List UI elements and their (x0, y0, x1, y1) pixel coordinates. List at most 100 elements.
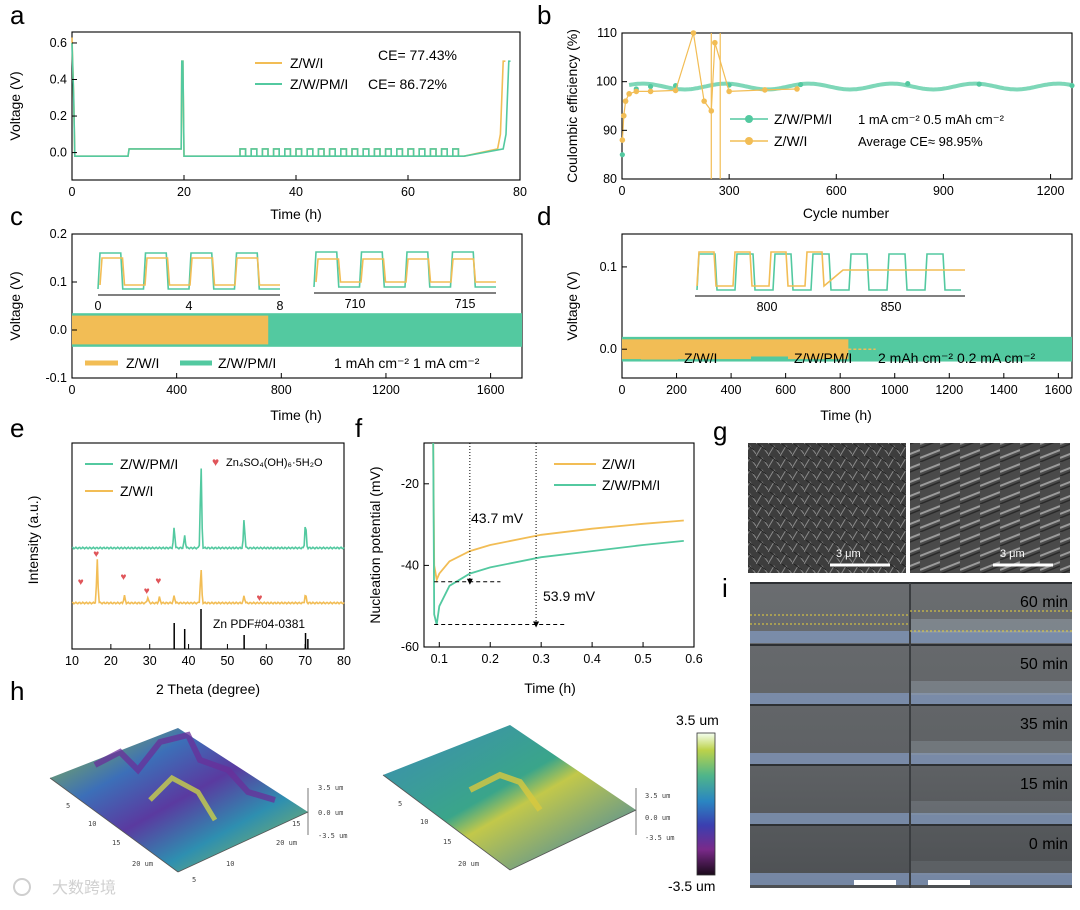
x-tick-label-f-2: 0.3 (532, 652, 549, 666)
watermark-logo-icon (13, 878, 31, 896)
legend-label-zwpmi-c: Z/W/PM/I (218, 355, 276, 371)
y-tick-label-d-0: 0.0 (600, 342, 617, 356)
ticks-a: 0 20 40 60 80 0.0 0.2 0.4 0.6 (50, 36, 527, 199)
sem-image-left (748, 443, 906, 573)
time-label-35: 35 min (1020, 716, 1068, 733)
y-tick-label-a-3: 0.6 (50, 36, 67, 50)
x-tick-label-b-0: 0 (619, 184, 626, 198)
legend-label-zwi-a: Z/W/I (290, 55, 323, 71)
afm-right-side-tick-15: 15 (292, 820, 300, 828)
x-tick-label-d-0: 0 (619, 383, 626, 397)
y-tick-label-b-2: 100 (596, 75, 617, 89)
afm-right-side-tick-5: 5 (192, 876, 196, 884)
point-b-zwpmi-8 (797, 81, 804, 88)
x-tick-label-b-1: 300 (719, 184, 740, 198)
legend-label-zwi-d: Z/W/I (684, 350, 717, 366)
reference-label-e: Zn PDF#04-0381 (213, 617, 305, 631)
x-axis-label-e: 2 Theta (degree) (156, 681, 260, 697)
panel-letter-h: h (10, 676, 24, 706)
point-b-zwpmi-9 (905, 81, 911, 87)
x-tick-label-f-1: 0.2 (482, 652, 499, 666)
sem-image-right (910, 443, 1070, 573)
x-axis-label-a: Time (h) (270, 206, 322, 222)
point-b-zwi-3 (626, 91, 632, 97)
legend-note-zwi-a: CE= 77.43% (378, 47, 457, 63)
afm-right-tick-10: 10 (420, 818, 428, 826)
legend-label-zwpmi-a: Z/W/PM/I (290, 76, 348, 92)
plot-area-c (72, 313, 522, 347)
legend-label-zwpmi-f: Z/W/PM/I (602, 477, 660, 493)
legend-note-zwpmi-a: CE= 86.72% (368, 76, 447, 92)
legend-label-zwi-b: Z/W/I (774, 133, 807, 149)
panel-letter-c: c (10, 201, 23, 231)
inset-d-tick-850: 850 (881, 300, 902, 314)
plot-area-e: ♥ ♥ ♥ ♥ ♥ ♥ (71, 468, 345, 649)
time-label-50: 50 min (1020, 656, 1068, 673)
x-tick-label-c-3: 1200 (372, 383, 400, 397)
plot-area-b (619, 30, 1075, 179)
heart-icon-e-1: ♥ (93, 549, 99, 560)
plot-frame-f (423, 442, 695, 648)
x-tick-label-b-2: 600 (826, 184, 847, 198)
y-axis-label-e: Intensity (a.u.) (25, 496, 41, 585)
afm-left-tick-20: 20 um (132, 860, 153, 868)
x-tick-label-e-7: 80 (337, 654, 351, 668)
inset-c-2-zwpmi-line (313, 251, 496, 288)
watermark: 大数跨境 (13, 878, 116, 897)
y-axis-label-b: Coulombic efficiency (%) (564, 29, 580, 183)
point-b-zwi-11 (726, 88, 732, 95)
legend-label-zwi-e: Z/W/I (120, 483, 153, 499)
afm-right-side-tick-20: 20 um (276, 839, 297, 847)
colorbar-top-label: 3.5 um (676, 712, 719, 728)
afm-right-z-mid: 0.0 um (645, 814, 670, 822)
x-axis-label-f: Time (h) (524, 680, 576, 696)
afm-right-axis-y (509, 809, 637, 871)
time-label-0: 0 min (1029, 836, 1068, 853)
panel-letter-b: b (537, 0, 551, 30)
x-tick-label-a-1: 20 (177, 185, 191, 199)
afm-left-z-mid: 0.0 um (318, 809, 343, 817)
ticks-e: 10 20 30 40 50 60 70 80 (65, 644, 351, 668)
x-tick-label-f-3: 0.4 (583, 652, 600, 666)
y-tick-label-c-1: 0.0 (50, 323, 67, 337)
y-tick-label-b-0: 80 (603, 172, 617, 186)
plot-frame-e (71, 442, 345, 650)
inset-c-1-tick-8: 8 (277, 299, 284, 313)
afm-right-tick-15: 15 (443, 838, 451, 846)
x-tick-label-b-3: 900 (933, 184, 954, 198)
point-b-zwpmi-0 (619, 152, 625, 158)
afm-peak-right (468, 771, 543, 812)
legend-label-zwi-c: Z/W/I (126, 355, 159, 371)
x-tick-label-f-0: 0.1 (431, 652, 448, 666)
ticks-c: 0 400 800 1200 1600 -0.1 0.0 0.1 0.2 (45, 227, 504, 397)
x-tick-label-d-4: 800 (830, 383, 851, 397)
legend-label-zwpmi-e: Z/W/PM/I (120, 456, 178, 472)
colorbar (696, 732, 716, 876)
series-band-b-zwpmi (628, 81, 1071, 92)
inset-d: 800 850 (695, 251, 965, 314)
x-tick-label-c-4: 1600 (477, 383, 505, 397)
x-tick-label-c-1: 400 (166, 383, 187, 397)
band-c-zwi (72, 315, 269, 345)
inset-c-1-zwpmi-line (97, 252, 280, 290)
x-tick-label-c-2: 800 (271, 383, 292, 397)
chart-b: 0 300 600 900 1200 80 90 100 110 Cycle number Co… (564, 26, 1075, 221)
scalebar-label-left: 3 μm (836, 548, 861, 560)
inset-c-1-tick-0: 0 (95, 299, 102, 313)
annotation-current-b: 1 mA cm⁻² 0.5 mAh cm⁻² (858, 112, 1005, 127)
chart-d: 0 200 400 600 800 1000 1200 1400 1600 0.0 0.1 800 … (564, 233, 1073, 423)
annotation-ce-b: Average CE≈ 98.95% (858, 134, 983, 149)
annotation-current-c: 1 mAh cm⁻² 1 mA cm⁻² (334, 355, 480, 371)
x-tick-label-d-3: 600 (775, 383, 796, 397)
afm-left-axis-y (177, 811, 309, 873)
scalebar-micro-right (928, 880, 970, 885)
afm-right-axis-x (382, 774, 511, 871)
x-tick-label-a-2: 40 (289, 185, 303, 199)
point-b-zwi-13 (794, 86, 800, 92)
legend-marker-zwpmi-b (745, 115, 753, 123)
point-b-zwi-4 (633, 88, 640, 95)
x-tick-label-a-0: 0 (69, 185, 76, 199)
y-tick-label-c-3: 0.2 (50, 227, 67, 241)
watermark-text: 大数跨境 (52, 878, 116, 897)
